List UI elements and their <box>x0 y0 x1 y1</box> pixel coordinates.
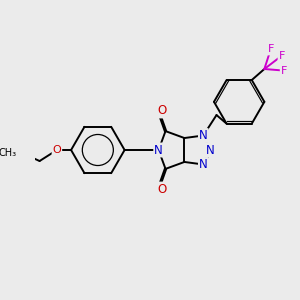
Text: O: O <box>158 182 167 196</box>
Text: N: N <box>199 129 208 142</box>
Text: F: F <box>268 44 274 55</box>
Text: F: F <box>278 51 285 61</box>
Text: F: F <box>281 66 287 76</box>
Text: N: N <box>154 143 163 157</box>
Text: N: N <box>206 143 214 157</box>
Text: O: O <box>52 145 61 155</box>
Text: CH₃: CH₃ <box>0 148 16 158</box>
Text: O: O <box>158 104 167 118</box>
Text: N: N <box>199 158 208 171</box>
